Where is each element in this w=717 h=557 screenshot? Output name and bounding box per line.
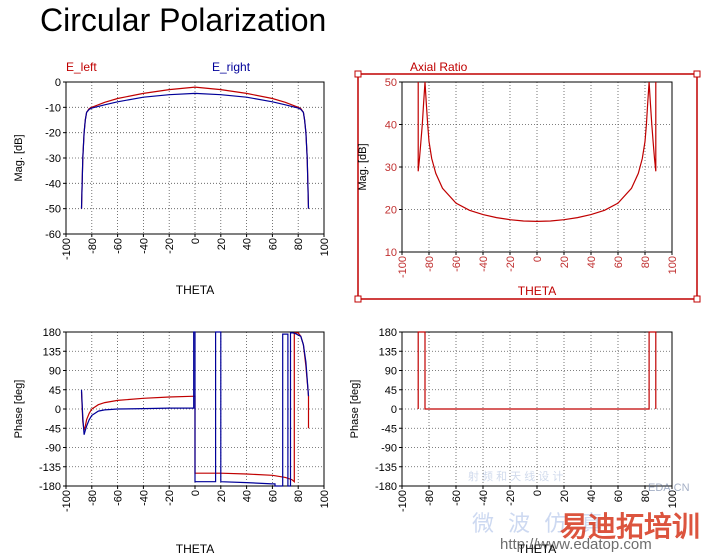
axial-ratio-chart[interactable]: -100 -80 -60 -40 -20 0 20 40 60 80 100 50 40 30 20 10 TH… xyxy=(340,58,717,308)
y-tick-label: -45 xyxy=(381,423,397,435)
x-tick-label: 40 xyxy=(242,238,254,250)
x-tick-label: -80 xyxy=(424,490,436,506)
y-axis-label: Mag. [dB] xyxy=(357,143,369,190)
x-tick-label: 0 xyxy=(190,490,202,496)
y-tick-label: -90 xyxy=(381,443,397,455)
x-tick-label: -20 xyxy=(164,238,176,254)
x-tick-label: -60 xyxy=(451,490,463,506)
y-tick-label: 135 xyxy=(43,346,61,358)
x-axis-label: THETA xyxy=(176,283,214,297)
y-tick-label: -135 xyxy=(375,462,397,474)
x-axis-label: THETA xyxy=(176,542,214,556)
series-line xyxy=(80,331,310,487)
resize-handle[interactable] xyxy=(693,70,701,78)
page-title: Circular Polarization xyxy=(40,2,327,38)
x-tick-label: -60 xyxy=(113,238,125,254)
y-tick-label: 135 xyxy=(379,346,397,358)
series-line xyxy=(417,81,657,223)
x-tick-label: 80 xyxy=(640,490,652,502)
x-tick-label: 100 xyxy=(667,256,679,274)
y-tick-label: 50 xyxy=(385,77,397,89)
y-tick-label: -60 xyxy=(45,229,61,241)
x-tick-label: 20 xyxy=(559,490,571,502)
y-tick-label: 40 xyxy=(385,120,397,132)
x-tick-label: 60 xyxy=(613,256,625,268)
resize-handle[interactable] xyxy=(354,295,362,303)
resize-handle[interactable] xyxy=(693,295,701,303)
y-tick-label: -180 xyxy=(375,481,397,493)
y-tick-label: -30 xyxy=(45,153,61,165)
x-tick-label: 60 xyxy=(267,490,279,502)
x-tick-label: 20 xyxy=(559,256,571,268)
x-tick-label: 80 xyxy=(293,238,305,250)
y-tick-label: 90 xyxy=(49,366,61,378)
x-tick-label: 80 xyxy=(293,490,305,502)
x-tick-label: -20 xyxy=(505,256,517,272)
y-axis-label: Phase [deg] xyxy=(349,380,361,439)
y-tick-label: 10 xyxy=(385,247,397,259)
x-tick-label: -40 xyxy=(138,490,150,506)
chart-title: Axial Ratio xyxy=(410,60,468,74)
x-tick-label: 100 xyxy=(667,490,679,508)
x-tick-label: 40 xyxy=(242,490,254,502)
x-tick-label: -40 xyxy=(478,256,490,272)
series-line xyxy=(417,331,657,410)
y-tick-label: 45 xyxy=(49,385,61,397)
x-tick-label: 40 xyxy=(586,256,598,268)
x-tick-label: -20 xyxy=(505,490,517,506)
y-tick-label: 20 xyxy=(385,205,397,217)
x-tick-label: 20 xyxy=(216,238,228,250)
x-tick-label: 100 xyxy=(319,238,331,256)
x-tick-label: -100 xyxy=(61,490,73,512)
x-tick-label: -100 xyxy=(61,238,73,260)
x-tick-label: -20 xyxy=(164,490,176,506)
y-tick-label: 45 xyxy=(385,385,397,397)
x-tick-label: -60 xyxy=(451,256,463,272)
legend-item: E_left xyxy=(66,60,97,74)
x-tick-label: 0 xyxy=(532,490,544,496)
y-tick-label: -20 xyxy=(45,128,61,140)
y-tick-label: 180 xyxy=(43,327,61,339)
x-tick-label: 0 xyxy=(190,238,202,244)
y-tick-label: 0 xyxy=(55,404,61,416)
resize-handle[interactable] xyxy=(354,70,362,78)
y-tick-label: 90 xyxy=(385,366,397,378)
selection-frame[interactable] xyxy=(357,73,698,300)
x-axis-label: THETA xyxy=(518,284,556,298)
y-tick-label: -135 xyxy=(39,462,61,474)
y-tick-label: -45 xyxy=(45,423,61,435)
x-tick-label: 60 xyxy=(267,238,279,250)
x-tick-label: -60 xyxy=(113,490,125,506)
y-axis-label: Mag. [dB] xyxy=(13,134,25,181)
x-tick-label: 60 xyxy=(613,490,625,502)
y-tick-label: 0 xyxy=(55,77,61,89)
y-tick-label: -90 xyxy=(45,443,61,455)
y-tick-label: 180 xyxy=(379,327,397,339)
y-tick-label: -180 xyxy=(39,481,61,493)
y-tick-label: 0 xyxy=(391,404,397,416)
x-tick-label: -40 xyxy=(478,490,490,506)
phase-chart: -100 -80 -60 -40 -20 0 20 40 60 80 100 180 135 90 45 0 -… xyxy=(13,327,331,556)
x-tick-label: -80 xyxy=(87,490,99,506)
x-tick-label: -100 xyxy=(397,490,409,512)
x-tick-label: -40 xyxy=(138,238,150,254)
x-tick-label: 20 xyxy=(216,490,228,502)
x-tick-label: -100 xyxy=(397,256,409,278)
y-tick-label: -40 xyxy=(45,178,61,190)
mag-chart: -100 -80 -60 -40 -20 0 20 40 60 80 100 0 -10 -20 -30 -4… xyxy=(13,60,331,297)
y-tick-label: 30 xyxy=(385,162,397,174)
x-tick-label: -80 xyxy=(424,256,436,272)
series-line xyxy=(80,92,310,209)
y-tick-label: -50 xyxy=(45,204,61,216)
y-tick-label: -10 xyxy=(45,102,61,114)
x-tick-label: 80 xyxy=(640,256,652,268)
legend-item: E_right xyxy=(212,60,251,74)
y-axis-label: Phase [deg] xyxy=(13,380,25,439)
x-tick-label: -80 xyxy=(87,238,99,254)
x-tick-label: 0 xyxy=(532,256,544,262)
x-axis-label: THETA xyxy=(518,542,556,556)
x-tick-label: 40 xyxy=(586,490,598,502)
phase-ar-chart: -100 -80 -60 -40 -20 0 20 40 60 80 100 180 135 90 45 0 -… xyxy=(349,327,679,556)
x-tick-label: 100 xyxy=(319,490,331,508)
